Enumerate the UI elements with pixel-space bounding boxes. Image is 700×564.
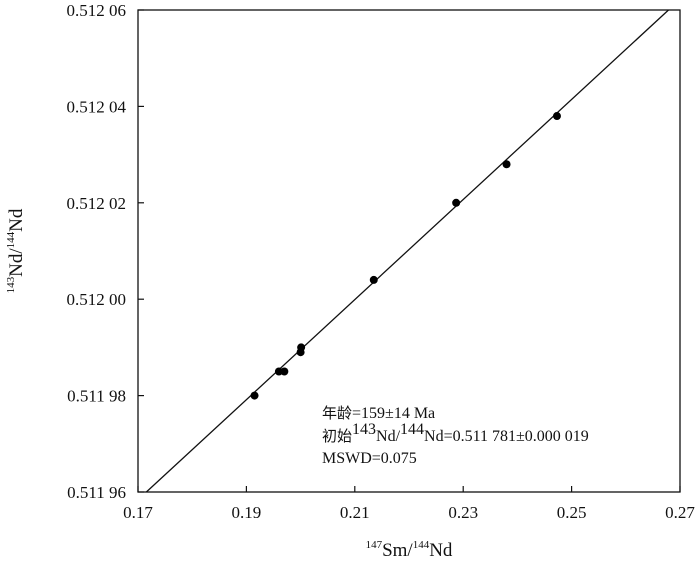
y-tick-label-3: 0.512 02 (67, 194, 127, 213)
x-tick-label-0: 0.17 (123, 503, 153, 522)
plot-frame (137, 9, 681, 493)
y-axis-label: 143Nd/144Nd (5, 208, 27, 293)
axis-ticks (137, 9, 681, 493)
tick-labels: 0.17 0.19 0.21 0.23 0.25 0.27 0.511 96 0.511 98… (67, 1, 696, 522)
data-point-2 (280, 367, 289, 376)
data-point-7 (502, 160, 511, 169)
annotation-initial-ratio: 初始143Nd/144Nd=0.511 781±0.000 019 (322, 421, 589, 445)
y-tick-label-4: 0.512 04 (67, 97, 127, 116)
y-axis-label-sup2: 144 (5, 231, 17, 248)
x-tick-label-3: 0.23 (448, 503, 478, 522)
annotation-initial-value: =0.511 781±0.000 019 (444, 428, 589, 445)
data-point-6 (452, 198, 461, 207)
x-tick-label-4: 0.25 (557, 503, 587, 522)
annotation-age: 年龄=159±14 Ma (322, 404, 435, 422)
x-tick-label-2: 0.21 (340, 503, 370, 522)
y-axis-label-sup1: 143 (5, 276, 17, 293)
x-tick-label-1: 0.19 (232, 503, 262, 522)
x-axis-label-sup1: 147 (366, 539, 383, 551)
data-points (250, 112, 561, 400)
y-tick-label-2: 0.512 00 (67, 290, 127, 309)
y-tick-label-5: 0.512 06 (67, 1, 127, 20)
annotation-initial-base2: Nd (424, 428, 444, 445)
x-axis-label-sup2: 144 (413, 539, 430, 551)
regression-line-group (145, 9, 669, 493)
data-point-5 (369, 275, 378, 284)
annotation-initial-sup1: 143 (352, 421, 376, 438)
annotation-initial-sup2: 144 (400, 421, 424, 438)
annotation-block: 年龄=159±14 Ma 初始143Nd/144Nd=0.511 781±0.0… (322, 404, 589, 467)
annotation-mswd: MSWD=0.075 (322, 450, 417, 467)
x-axis-label-base1: Sm/ (382, 540, 413, 561)
y-axis-label-base1: Nd/ (6, 248, 27, 277)
x-tick-label-5: 0.27 (665, 503, 695, 522)
annotation-age-label: 年龄 (322, 404, 352, 422)
annotation-initial-label: 初始 (322, 427, 352, 445)
annotation-age-value: =159±14 Ma (352, 405, 435, 422)
y-tick-label-0: 0.511 96 (67, 483, 126, 502)
regression-line (145, 9, 669, 493)
x-axis-label: 147Sm/144Nd (366, 539, 453, 561)
x-axis-label-base2: Nd (429, 540, 453, 561)
y-axis-label-base2: Nd (6, 208, 27, 232)
data-point-4 (297, 343, 306, 352)
data-point-8 (552, 112, 561, 121)
annotation-initial-base1: Nd/ (376, 428, 401, 445)
data-point-0 (250, 391, 259, 400)
y-tick-label-1: 0.511 98 (67, 387, 126, 406)
